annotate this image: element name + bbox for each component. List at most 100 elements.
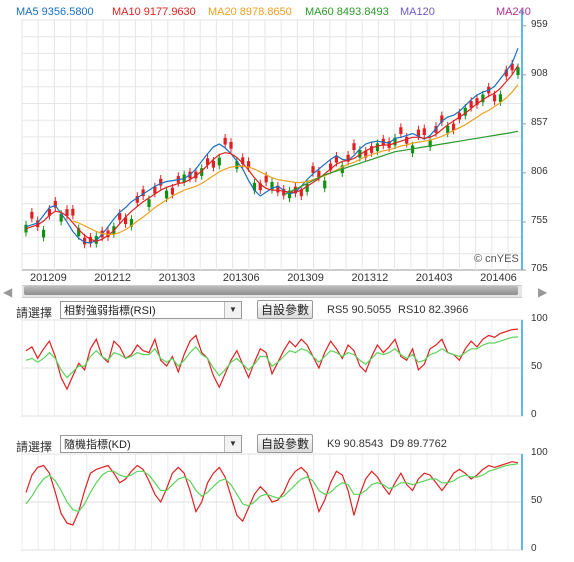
y-tick-label: 100 — [531, 313, 548, 324]
candle-body — [270, 182, 274, 190]
candle-body — [416, 129, 421, 137]
y-tick-label: 0 — [531, 543, 537, 554]
candle-body — [375, 143, 380, 152]
candle-body — [399, 127, 403, 134]
y-tick-label: 806 — [531, 165, 548, 177]
candle-body — [510, 63, 514, 71]
candle-body — [334, 155, 339, 163]
candle-body — [47, 209, 52, 216]
price-chart — [21, 10, 526, 271]
candle-body — [211, 160, 216, 168]
candle-body — [252, 182, 257, 191]
y-tick-label: 100 — [531, 447, 548, 458]
rsi-indicator-select[interactable]: 相對強弱指標(RSI) ▼ — [60, 301, 242, 319]
candle-body — [446, 125, 450, 134]
candle-body — [469, 101, 473, 108]
y-tick-label: 959 — [531, 18, 548, 30]
candle-body — [504, 69, 508, 77]
kd-selected-value: 隨機指標(KD) — [64, 439, 131, 451]
candle-body — [30, 211, 34, 219]
candle-body — [492, 94, 497, 102]
candle-body — [164, 190, 169, 199]
y-tick-label: 857 — [531, 116, 548, 128]
y-tick-label: 908 — [531, 67, 548, 79]
candle-body — [59, 213, 63, 222]
candle-body — [223, 137, 227, 145]
plot-area — [21, 19, 523, 271]
candle-body — [352, 143, 356, 150]
kd-value-k9: K9 90.8543 — [327, 438, 384, 450]
rsi-custom-params-button[interactable]: 自設參數 — [257, 300, 313, 319]
candle-body — [235, 161, 239, 169]
candle-body — [405, 136, 409, 144]
kd-chart — [21, 453, 523, 551]
candle-body — [71, 208, 75, 216]
candle-body — [170, 187, 175, 195]
series-rs5 — [25, 328, 519, 391]
candle-body — [498, 94, 503, 102]
candle-body — [451, 123, 456, 131]
candle-body — [88, 236, 93, 244]
legend-ma5: MA5 9356.5800 — [16, 6, 94, 18]
candle-body — [457, 112, 462, 120]
legend-ma10: MA10 9177.9630 — [112, 6, 196, 18]
candle-body — [369, 146, 374, 153]
scroll-left-button[interactable]: ◀ — [3, 285, 13, 299]
ma-line-ma5 — [25, 47, 519, 244]
candle-body — [205, 158, 210, 166]
x-tick-label: 201312 — [351, 272, 389, 284]
candle-body — [317, 170, 321, 178]
kd-value-d9: D9 89.7762 — [390, 438, 447, 450]
scroll-right-button[interactable]: ▶ — [538, 285, 548, 299]
candle-body — [82, 237, 87, 245]
x-tick-label: 201406 — [480, 272, 517, 284]
ma-line-ma20 — [72, 84, 519, 235]
candle-body — [299, 189, 303, 197]
candle-body — [141, 189, 145, 197]
candle-body — [264, 175, 268, 183]
kd-custom-params-button[interactable]: 自設參數 — [257, 434, 313, 453]
candle-body — [311, 166, 315, 173]
candle-body — [147, 199, 151, 207]
candle-body — [246, 161, 251, 168]
candle-body — [516, 67, 520, 76]
x-tick-label: 201306 — [222, 272, 260, 284]
candle-body — [346, 154, 350, 162]
scroll-thumb[interactable] — [24, 286, 518, 295]
candle-body — [481, 94, 485, 103]
rsi-value-rs10: RS10 82.3966 — [398, 304, 469, 316]
rsi-selected-value: 相對強弱指標(RSI) — [64, 305, 156, 317]
candle-body — [118, 213, 122, 220]
candle-body — [200, 168, 204, 176]
kd-indicator-select[interactable]: 隨機指標(KD) ▼ — [60, 435, 242, 453]
candle-body — [282, 188, 286, 196]
candle-body — [65, 209, 69, 216]
candle-body — [258, 183, 262, 191]
candle-body — [153, 186, 157, 194]
y-tick-label: 0 — [531, 409, 537, 420]
x-tick-label: 201309 — [287, 272, 324, 284]
rsi-toolbar: 請選擇 相對強弱指標(RSI) ▼ 自設參數 RS5 90.5055 RS10 … — [0, 300, 574, 324]
candle-body — [323, 180, 327, 189]
candle-body — [77, 228, 81, 236]
candle-body — [36, 220, 40, 228]
kd-toolbar: 請選擇 隨機指標(KD) ▼ 自設參數 K9 90.8543 D9 89.776… — [0, 434, 574, 458]
candle-body — [217, 157, 221, 166]
ma-line-ma10 — [25, 65, 519, 242]
candle-body — [123, 217, 128, 225]
candle-body — [440, 115, 444, 123]
rsi-chart — [21, 319, 523, 417]
ma-line-ma60 — [283, 130, 519, 196]
legend-ma60: MA60 8493.8493 — [305, 6, 389, 18]
chevron-down-icon[interactable]: ▼ — [224, 302, 241, 318]
candle-body — [393, 137, 397, 146]
candle-body — [135, 196, 139, 203]
candle-body — [428, 139, 432, 148]
candle-body — [328, 163, 333, 171]
candle-body — [194, 171, 198, 179]
chevron-down-icon[interactable]: ▼ — [224, 436, 241, 452]
y-tick-label: 50 — [531, 361, 543, 372]
x-tick-label: 201403 — [415, 272, 453, 284]
candle-body — [241, 157, 245, 165]
x-tick-label: 201209 — [30, 272, 67, 284]
